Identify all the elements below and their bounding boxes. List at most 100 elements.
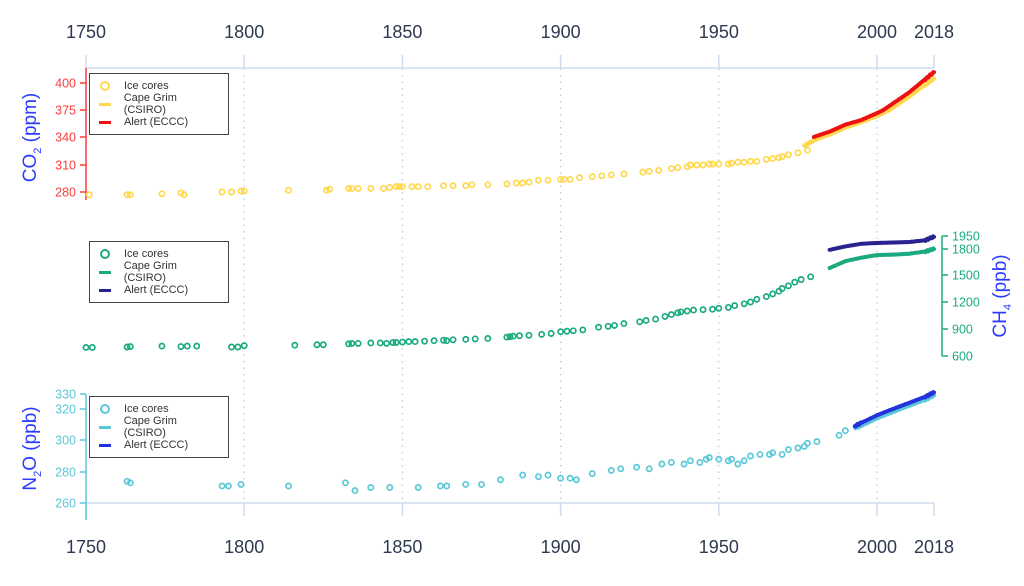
cape-grim-csiro-line [852,393,936,431]
ice-core-point [449,182,457,190]
ice-core-point [769,155,777,162]
ice-core-point [462,335,470,343]
ice-core-point [699,161,707,169]
ice-core-point [598,172,606,180]
y-tick-label: 1950 [952,230,980,244]
ice-core-point [291,341,299,349]
legend-label: Ice cores [124,80,169,92]
ice-core-point [468,181,476,189]
ice-core-point [686,161,694,169]
ice-core-point [126,191,134,199]
ch4-series [82,234,936,351]
ice-core-point [655,166,663,174]
ice-core-point [794,444,802,452]
line-marker-icon [98,102,112,106]
ice-core-point [411,338,419,346]
ice-core-point [784,282,792,290]
ice-core-point [345,184,353,192]
ice-core-point [516,332,523,340]
ice-core-point [740,158,748,166]
x-tick-label: 1900 [541,537,581,557]
ice-core-point [509,332,517,340]
ice-core-point [740,300,748,308]
ice-core-point [535,473,542,481]
legend-label: Alert (ECCC) [124,116,189,128]
ice-core-point [367,484,375,491]
ice-core-point [237,187,245,195]
ice-core-point [383,339,391,347]
ice-core-point [762,293,770,301]
ice-core-point [180,191,188,199]
legend-item-ice-cores: Ice cores [98,77,220,95]
ice-core-point [731,302,739,310]
legend-label: Cape Grim (CSIRO) [123,92,177,116]
ch4-axis-title: CH4 (ppb) [990,254,1014,337]
ice-core-point [797,276,805,283]
ice-core-point [652,315,660,323]
ice-core-point [398,338,406,346]
ice-core-point [813,438,821,446]
ice-core-point [778,285,786,292]
y-tick-label: 400 [55,77,76,91]
ice-core-point [240,342,248,350]
ice-core-point [715,304,723,312]
ice-core-point [620,170,628,178]
legend-label: Ice cores [124,403,169,415]
ice-core-point [639,168,647,176]
ice-core-point [414,183,422,191]
ice-core-point [607,466,615,474]
ice-core-point [709,160,716,168]
ice-core-point [566,175,574,183]
ice-core-point [633,463,641,471]
legend-item-cape-grim: Cape Grim (CSIRO) [98,92,220,116]
y-tick-label: 300 [55,434,76,448]
ice-core-point [440,336,448,344]
ice-core-point [525,178,533,186]
legend-item-cape-grim: Cape Grim (CSIRO) [98,415,220,439]
ice-core-point [525,331,533,339]
line-marker-icon [98,120,112,124]
y-tick-label: 1500 [952,269,980,283]
ice-core-point [354,184,362,192]
ice-core-point [784,151,792,159]
ice-core-point [389,339,397,346]
ice-core-point [762,155,770,163]
ice-core-point [607,171,615,179]
ice-core-point [82,344,90,351]
ice-core-point [421,337,429,345]
ice-core-point [645,167,653,175]
ice-core-point [234,343,242,351]
ice-core-point [667,458,675,466]
ice-core-point [449,336,457,344]
legend-item-ice-cores: Ice cores [98,245,220,263]
ice-core-point [803,146,811,154]
ice-core-point [547,330,555,337]
ice-core-point [740,457,748,465]
legend-label: Cape Grim (CSIRO) [123,415,177,439]
n2o-axis-title: N2O (ppb) [20,406,44,490]
legend-label: Cape Grim (CSIRO) [123,260,177,284]
ice-core-point [85,191,93,199]
ice-core-point [88,344,96,351]
ice-core-point [756,450,764,458]
ice-core-point [386,184,394,191]
ice-core-point [728,159,735,167]
ice-core-point [674,164,682,172]
ice-core-point [323,186,330,194]
ice-core-point [588,470,596,477]
ice-core-point [354,339,362,347]
ice-core-point [753,295,761,303]
ice-core-point [345,340,353,348]
ice-core-point [471,335,479,343]
legend-item-alert: Alert (ECCC) [98,113,220,131]
ice-core-point [386,484,394,491]
ice-core-point [348,184,356,192]
x-tick-label: 1800 [224,22,264,42]
ice-core-point [686,457,694,465]
legend-item-alert: Alert (ECCC) [98,436,220,454]
ice-core-point [769,290,777,298]
ice-core-point [126,343,134,350]
ice-core-point [674,309,682,317]
alert-eccc-line [827,234,936,252]
